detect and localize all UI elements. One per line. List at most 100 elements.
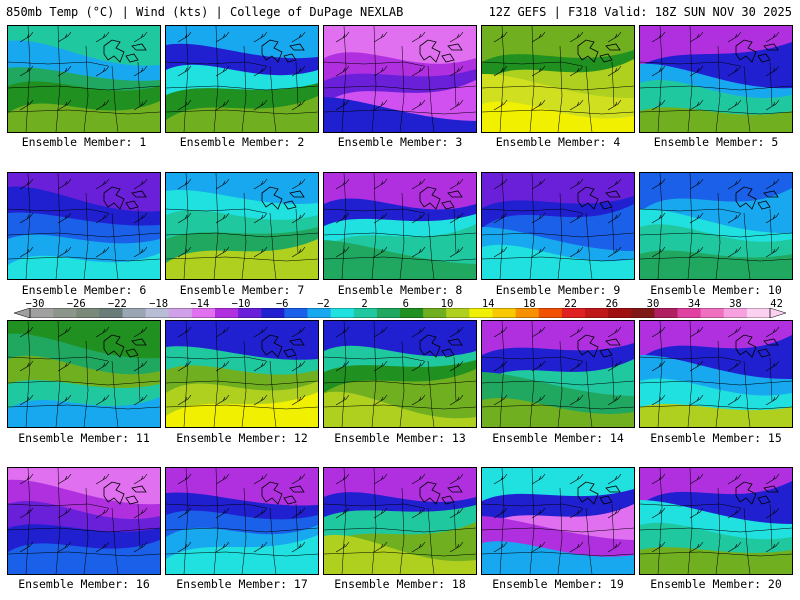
wind-barb xyxy=(411,99,426,111)
wind-barb xyxy=(449,473,464,485)
temperature-band xyxy=(640,403,792,427)
legend-tick-label: −10 xyxy=(231,298,251,310)
wind-barb xyxy=(95,541,110,553)
great-lakes-outline xyxy=(419,186,463,210)
color-legend: −30 −26 −22 −18 −14 −10 −6 −2 2 6 10 14 18 22 26 30 34 38… xyxy=(0,298,800,320)
wind-barb xyxy=(531,473,546,485)
wind-barb xyxy=(57,246,72,258)
wind-barb xyxy=(765,31,780,43)
wind-barb xyxy=(95,507,110,519)
ensemble-member-label: Ensemble Member: 7 xyxy=(179,283,305,297)
legend-tick-labels: −30 −26 −22 −18 −14 −10 −6 −2 2 6 10 14 18 22 26 30 34 38… xyxy=(0,298,800,310)
wind-barb xyxy=(253,65,268,77)
temperature-map xyxy=(640,173,792,279)
wind-barb xyxy=(19,541,34,553)
temperature-band xyxy=(324,240,476,279)
state-borders xyxy=(482,26,634,132)
temperature-map xyxy=(482,321,634,427)
legend-swatch xyxy=(400,308,424,318)
wind-barb xyxy=(765,65,780,77)
wind-barb xyxy=(335,326,350,338)
wind-barb xyxy=(727,65,742,77)
wind-barb xyxy=(569,246,584,258)
wind-barb xyxy=(727,360,742,372)
wind-barb xyxy=(291,394,306,406)
wind-barb xyxy=(449,65,464,77)
wind-barb xyxy=(215,507,230,519)
wind-barb xyxy=(19,65,34,77)
wind-barb xyxy=(177,178,192,190)
wind-barb xyxy=(765,178,780,190)
wind-barb xyxy=(449,178,464,190)
temperature-map xyxy=(324,26,476,132)
temperature-band xyxy=(324,391,476,427)
wind-barb xyxy=(493,360,508,372)
wind-barb xyxy=(19,326,34,338)
great-lakes-outline xyxy=(261,39,305,63)
wind-barb xyxy=(651,541,666,553)
ensemble-map-panel xyxy=(7,467,161,575)
wind-barb xyxy=(569,394,584,406)
wind-barb xyxy=(373,212,388,224)
wind-barb xyxy=(335,65,350,77)
great-lakes-outline xyxy=(735,334,779,358)
wind-barb xyxy=(57,541,72,553)
wind-barb xyxy=(493,178,508,190)
wind-barb xyxy=(651,394,666,406)
legend-tick-label: 14 xyxy=(481,298,495,310)
wind-barb xyxy=(727,541,742,553)
ensemble-member-label: Ensemble Member: 8 xyxy=(337,283,463,297)
wind-barb xyxy=(531,212,546,224)
ensemble-map-panel xyxy=(165,467,319,575)
wind-barb xyxy=(95,473,110,485)
temperature-band xyxy=(8,397,160,427)
legend-swatch xyxy=(654,308,678,318)
legend-tick-label: 22 xyxy=(564,298,577,310)
legend-swatch xyxy=(608,308,632,318)
temperature-band xyxy=(482,398,634,427)
wind-barb xyxy=(291,31,306,43)
wind-barb xyxy=(607,178,622,190)
legend-right-arrow xyxy=(769,308,786,318)
wind-barb xyxy=(291,507,306,519)
wind-barb xyxy=(607,394,622,406)
wind-barb xyxy=(253,394,268,406)
temperature-band xyxy=(482,101,634,132)
legend-tick-label: 10 xyxy=(440,298,454,310)
wind-barb xyxy=(449,246,464,258)
legend-outline xyxy=(29,308,771,318)
ensemble-member-label: Ensemble Member: 18 xyxy=(334,577,466,591)
state-borders xyxy=(324,173,476,279)
wind-barb xyxy=(765,246,780,258)
wind-barb xyxy=(569,541,584,553)
wind-barb xyxy=(291,473,306,485)
legend-swatch xyxy=(515,308,540,318)
great-lakes-outline xyxy=(735,481,779,505)
legend-tick-label: 30 xyxy=(646,298,660,310)
ensemble-member-label: Ensemble Member: 2 xyxy=(179,135,305,149)
wind-barb xyxy=(651,65,666,77)
temperature-band xyxy=(166,239,318,279)
legend-tick-label: 34 xyxy=(687,298,701,310)
ensemble-member-label: Ensemble Member: 11 xyxy=(18,431,150,445)
state-borders xyxy=(166,321,318,427)
wind-barb xyxy=(95,99,110,111)
wind-barb xyxy=(727,473,742,485)
wind-barb xyxy=(291,178,306,190)
state-borders xyxy=(482,468,634,574)
wind-barb xyxy=(253,473,268,485)
wind-barb xyxy=(689,178,704,190)
wind-barb xyxy=(177,507,192,519)
wind-barb xyxy=(133,473,148,485)
wind-barb xyxy=(57,31,72,43)
wind-barb xyxy=(373,473,388,485)
wind-barb xyxy=(57,326,72,338)
wind-barb xyxy=(411,473,426,485)
temperature-map xyxy=(640,26,792,132)
wind-barb xyxy=(651,246,666,258)
temperature-map xyxy=(324,321,476,427)
wind-barb xyxy=(411,31,426,43)
wind-barb xyxy=(215,360,230,372)
wind-barb xyxy=(569,31,584,43)
wind-barb xyxy=(689,394,704,406)
